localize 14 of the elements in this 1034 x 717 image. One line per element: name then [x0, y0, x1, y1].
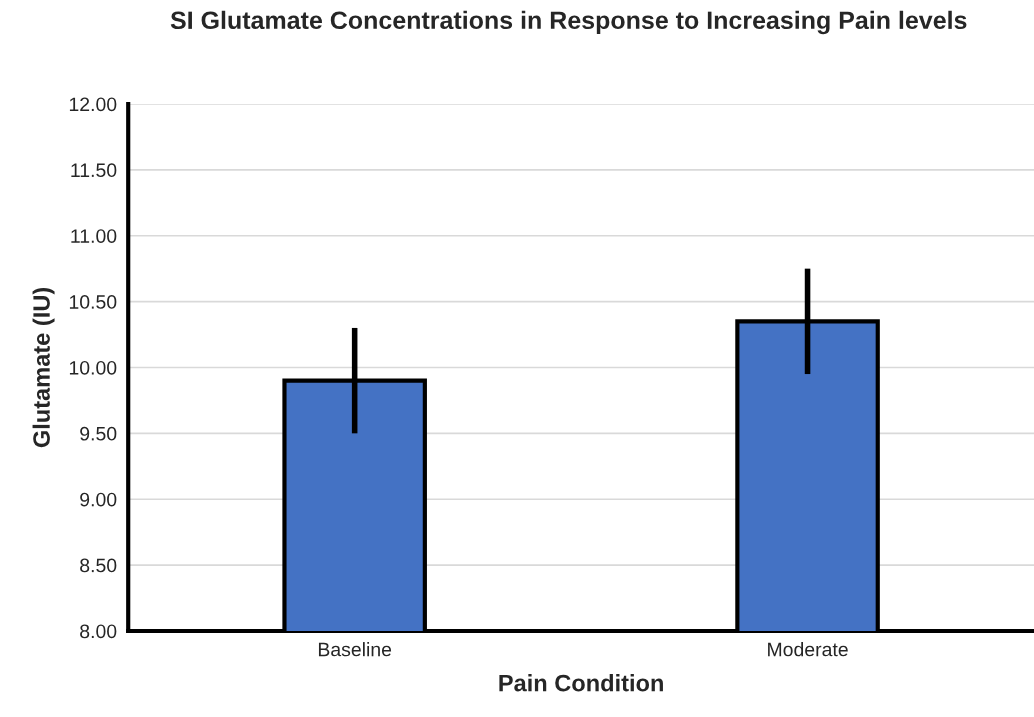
x-tick-label: Baseline: [318, 642, 392, 657]
y-tick-label: 9.00: [80, 492, 117, 507]
y-tick-label: 8.50: [80, 558, 117, 573]
y-tick-label: 10.00: [69, 360, 117, 375]
y-axis-title: Glutamate (IU): [32, 287, 55, 448]
chart-title: SI Glutamate Concentrations in Response to Increasing Pain levels: [170, 10, 967, 35]
y-tick-label: 11.00: [71, 229, 117, 243]
y-tick-label: 8.00: [80, 624, 117, 639]
y-tick-label: 12.00: [69, 97, 117, 112]
x-tick-label: Moderate: [768, 642, 848, 657]
y-tick-label: 11.50: [71, 163, 117, 178]
x-axis-title: Pain Condition: [499, 674, 663, 692]
y-tick-label: 9.50: [80, 426, 117, 441]
y-tick-label: 10.50: [69, 295, 117, 309]
